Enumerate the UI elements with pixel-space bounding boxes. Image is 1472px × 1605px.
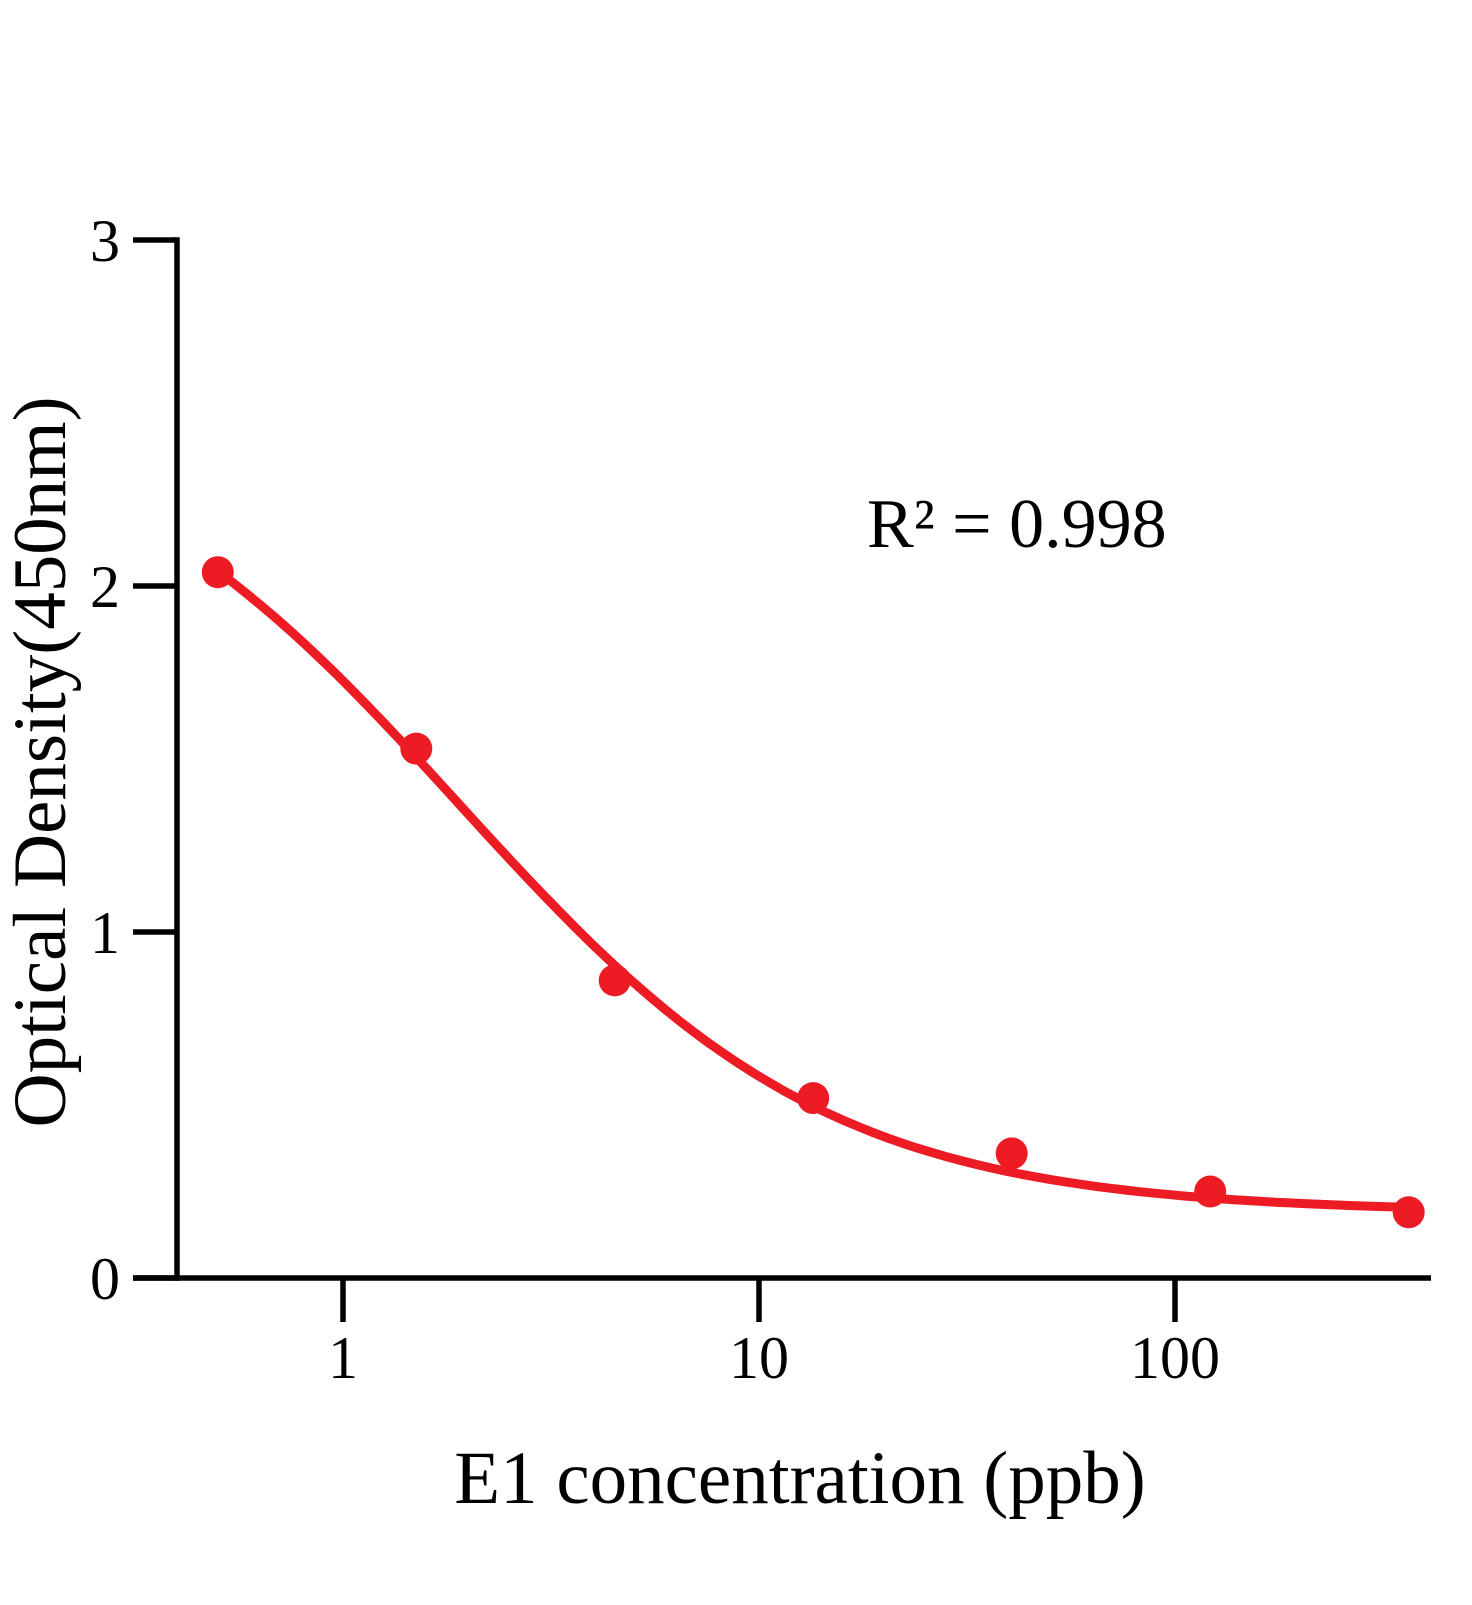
x-axis-ticks: 1 10 100 <box>328 1278 1220 1391</box>
x-tick-label: 100 <box>1130 1325 1220 1391</box>
y-tick-label: 1 <box>90 900 120 966</box>
data-point <box>400 732 433 765</box>
x-tick-label: 1 <box>328 1325 358 1391</box>
y-tick-label: 2 <box>90 554 120 620</box>
data-point <box>1392 1196 1425 1229</box>
y-tick-label: 0 <box>90 1246 120 1312</box>
data-point <box>797 1082 830 1115</box>
r-squared-annotation: R² = 0.998 <box>867 486 1167 563</box>
x-tick-label: 10 <box>729 1325 789 1391</box>
data-point <box>201 556 234 589</box>
y-axis-title: Optical Density(450nm) <box>0 396 82 1127</box>
x-axis-title: E1 concentration (ppb) <box>454 1437 1145 1520</box>
data-point <box>598 964 631 997</box>
data-points-group <box>201 556 1425 1229</box>
data-point <box>1194 1175 1227 1208</box>
y-tick-label: 3 <box>90 208 120 274</box>
data-point <box>995 1137 1028 1170</box>
y-axis-ticks: 0 1 2 3 <box>90 208 177 1312</box>
